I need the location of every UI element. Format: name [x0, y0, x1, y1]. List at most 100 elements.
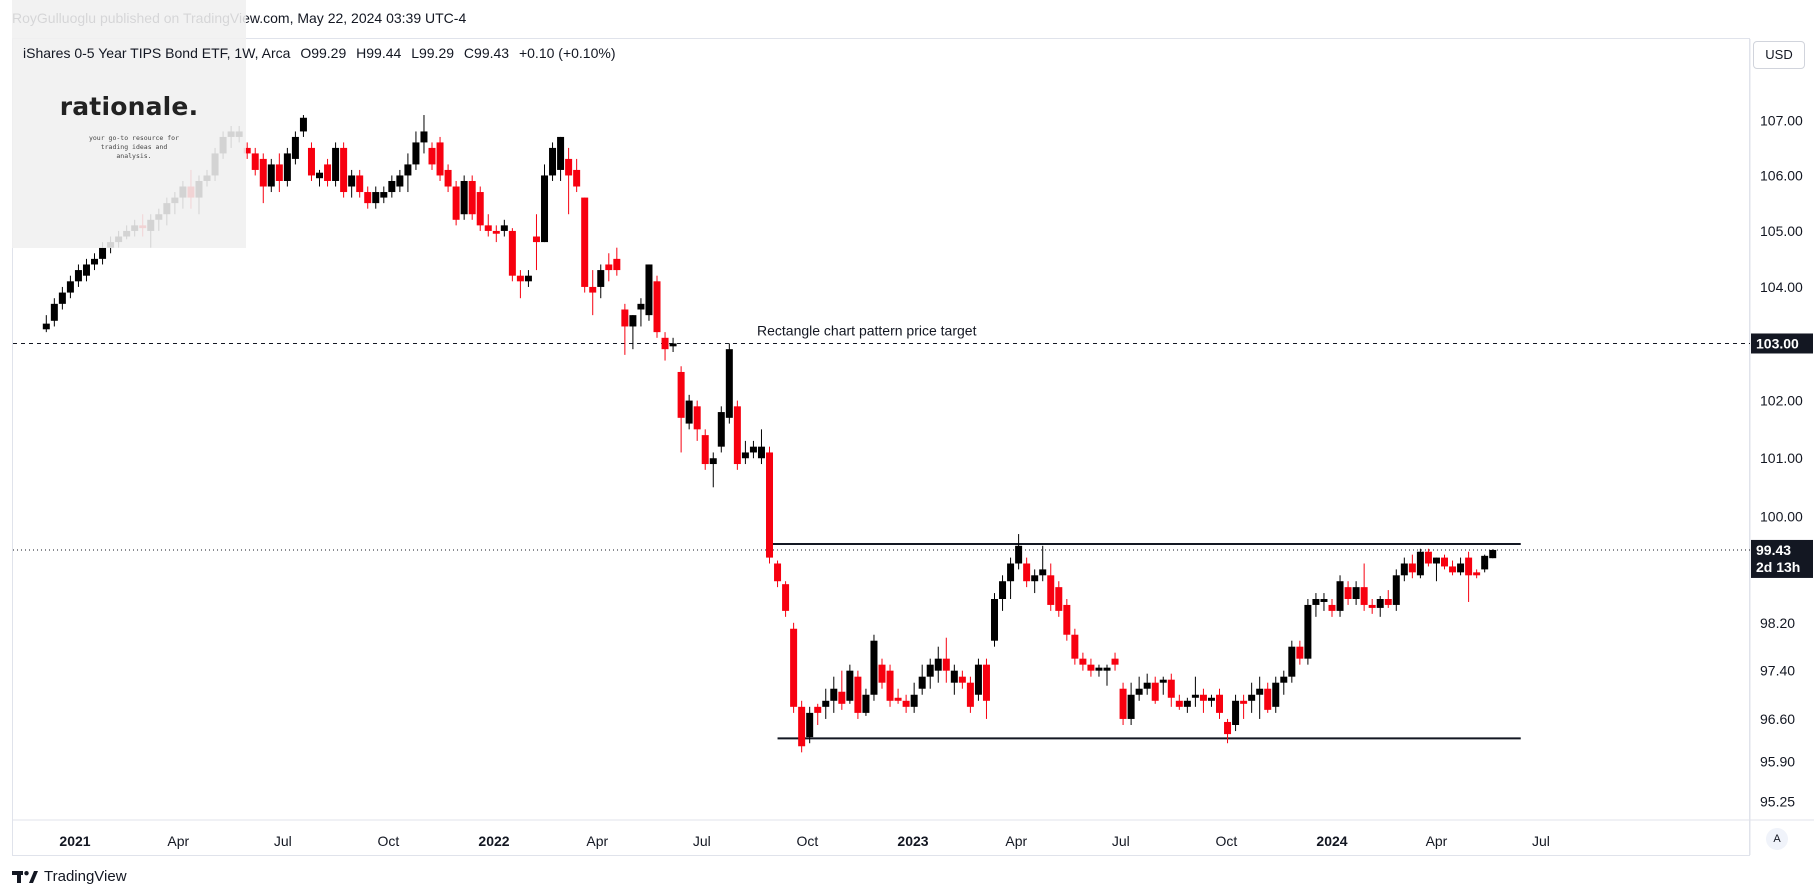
symbol-legend[interactable]: iShares 0-5 Year TIPS Bond ETF, 1W, Arca… [23, 45, 621, 61]
candle [1240, 694, 1248, 719]
candle-body [958, 676, 966, 683]
candle-body [452, 186, 460, 220]
candle [685, 394, 693, 430]
candle-body [621, 309, 629, 327]
candle [1248, 682, 1256, 713]
candle-body [1087, 664, 1095, 671]
candle [637, 298, 645, 327]
candle-body [886, 670, 894, 701]
candle [918, 664, 926, 695]
candle [1191, 676, 1199, 707]
candle-body [717, 412, 725, 447]
candle-body [910, 694, 918, 707]
candles [42, 115, 1497, 753]
candle [58, 286, 66, 310]
candle-body [1264, 688, 1272, 710]
candle-body [902, 700, 910, 707]
candle [1392, 569, 1400, 611]
candle-body [316, 172, 324, 179]
candle [1095, 664, 1103, 677]
candle [1465, 551, 1473, 602]
candle-body [1272, 682, 1280, 707]
candle [436, 136, 444, 181]
candle [492, 225, 500, 243]
candle [565, 147, 573, 215]
candle [541, 164, 549, 243]
candle [814, 703, 822, 725]
candle [910, 682, 918, 713]
currency-button[interactable]: USD [1753, 41, 1805, 69]
candle [597, 264, 605, 299]
target-annotation: Rectangle chart pattern price target [757, 322, 977, 338]
candle [356, 169, 364, 198]
candle [774, 560, 782, 588]
candle [1304, 598, 1312, 665]
price-axis[interactable]: 107.00 106.00 105.00 104.00 102.00 101.00 100.… [1760, 113, 1803, 810]
candle-body [99, 247, 107, 259]
candle-body [1312, 598, 1320, 605]
candle [476, 186, 484, 231]
candle [605, 253, 613, 282]
time-tick-label: Oct [377, 833, 399, 849]
candle [1015, 534, 1023, 570]
candle [532, 214, 540, 271]
candle [50, 298, 58, 327]
candle [629, 315, 637, 350]
time-tick-label: Oct [796, 833, 818, 849]
candle [291, 131, 299, 165]
auto-scale-button[interactable]: A [1766, 828, 1788, 850]
candle-body [1119, 688, 1127, 719]
candle-body [541, 175, 549, 243]
candle [1071, 628, 1079, 665]
candle [1135, 676, 1143, 701]
candle [1449, 560, 1457, 576]
candle [1489, 549, 1497, 559]
time-tick-label: Jul [1532, 833, 1550, 849]
candle-body [1304, 604, 1312, 659]
candle-body [324, 164, 332, 181]
candle [581, 197, 589, 293]
candle-body [364, 192, 372, 204]
candle-body [468, 180, 476, 215]
candle-body [1055, 587, 1063, 611]
price-tick-label: 95.25 [1760, 793, 1795, 809]
candle-body [1240, 700, 1248, 704]
candle-body [1216, 694, 1224, 713]
candle [942, 637, 950, 683]
candle [645, 264, 653, 321]
candle-body [1151, 682, 1159, 701]
candle-body [1071, 634, 1079, 659]
candle [1224, 718, 1232, 744]
candle [1207, 694, 1215, 707]
candle-body [404, 164, 412, 176]
candle-body [741, 452, 749, 459]
candle-body [420, 131, 428, 143]
grid [13, 39, 1814, 855]
candle [725, 343, 733, 424]
price-tick-label: 98.20 [1760, 615, 1795, 631]
tradingview-footer[interactable]: TradingView [12, 868, 127, 885]
candle-body [299, 117, 307, 132]
time-tick-label: 2022 [478, 833, 509, 849]
candle-body [1095, 667, 1103, 671]
candle [1280, 670, 1288, 695]
candle-body [605, 264, 613, 271]
candle-body [1481, 555, 1489, 570]
candle [324, 158, 332, 187]
candle-body [267, 164, 275, 187]
candle-body [1384, 598, 1392, 605]
candle-body [348, 175, 356, 187]
candle-body [1063, 604, 1071, 635]
candle-body [830, 688, 838, 701]
candle [1457, 557, 1465, 576]
candle [1232, 694, 1240, 732]
price-tick-label: 101.00 [1760, 450, 1803, 466]
candle [557, 136, 565, 181]
time-tick-label: 2024 [1316, 833, 1347, 849]
time-axis[interactable]: 2021 Apr Jul Oct 2022 Apr Jul Oct 2023 Apr Jul Oct 2… [59, 833, 1549, 849]
candle [332, 142, 340, 187]
candle-body [926, 664, 934, 677]
candle [66, 275, 74, 299]
